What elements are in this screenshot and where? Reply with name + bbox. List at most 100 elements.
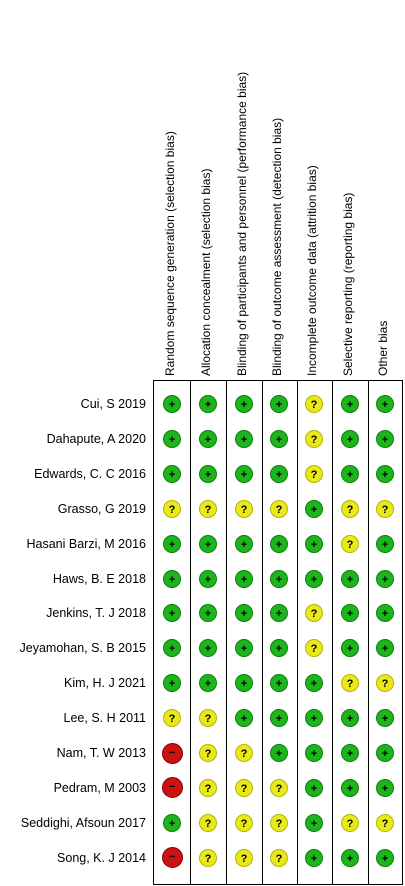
judgement-unclear-icon: ? xyxy=(341,813,359,832)
judgement-unclear-icon: ? xyxy=(305,464,323,483)
domain-label: Blinding of participants and personnel (… xyxy=(235,0,269,378)
judgement-unclear-icon: ? xyxy=(341,499,359,518)
judgement-low-icon: + xyxy=(163,569,181,588)
study-label: Jenkins, T. J 2018 xyxy=(46,606,146,621)
judgement-low-icon: + xyxy=(376,604,394,623)
judgement-low-icon: + xyxy=(305,744,323,762)
judgement-unclear-icon: ? xyxy=(199,744,217,762)
domain-label-text: Blinding of participants and personnel (… xyxy=(235,71,249,376)
domain-label-text: Other bias xyxy=(376,320,390,376)
judgement-low-icon: + xyxy=(305,569,323,588)
judgement-low-icon: + xyxy=(235,604,253,623)
judgement-low-icon: + xyxy=(341,395,359,413)
grid-divider xyxy=(190,380,191,885)
judgement-low-icon: + xyxy=(163,639,181,658)
judgement-low-icon: + xyxy=(270,709,288,728)
judgement-unclear-icon: ? xyxy=(305,639,323,658)
judgement-low-icon: + xyxy=(305,499,323,518)
judgement-low-icon: + xyxy=(305,848,323,867)
judgement-low-icon: + xyxy=(270,674,288,693)
domain-label-text: Selective reporting (reporting bias) xyxy=(341,192,355,376)
judgement-low-icon: + xyxy=(341,848,359,867)
judgement-low-icon: + xyxy=(163,395,181,413)
judgement-unclear-icon: ? xyxy=(376,674,394,693)
study-label: Jeyamohan, S. B 2015 xyxy=(19,641,146,656)
judgement-unclear-icon: ? xyxy=(270,778,288,797)
judgement-low-icon: + xyxy=(376,429,394,448)
judgement-low-icon: + xyxy=(235,639,253,658)
judgement-low-icon: + xyxy=(305,778,323,797)
judgement-low-icon: + xyxy=(270,569,288,588)
judgement-unclear-icon: ? xyxy=(341,534,359,553)
judgement-low-icon: + xyxy=(235,429,253,448)
domain-label: Other bias xyxy=(376,0,405,378)
study-label: Lee, S. H 2011 xyxy=(63,711,146,726)
judgement-low-icon: + xyxy=(270,464,288,483)
judgement-unclear-icon: ? xyxy=(235,778,253,797)
domain-label: Random sequence generation (selection bi… xyxy=(163,0,197,378)
grid-divider xyxy=(226,380,227,885)
judgement-low-icon: + xyxy=(270,639,288,658)
study-label: Nam, T. W 2013 xyxy=(56,746,146,760)
judgement-unclear-icon: ? xyxy=(199,709,217,728)
judgement-unclear-icon: ? xyxy=(270,848,288,867)
judgement-low-icon: + xyxy=(235,709,253,728)
judgement-high-icon: − xyxy=(161,847,183,869)
domain-label: Blinding of outcome assessment (detectio… xyxy=(270,0,304,378)
domain-label-text: Blinding of outcome assessment (detectio… xyxy=(270,117,284,376)
judgement-unclear-icon: ? xyxy=(235,744,253,762)
judgement-low-icon: + xyxy=(235,395,253,413)
judgement-low-icon: + xyxy=(270,604,288,623)
judgement-low-icon: + xyxy=(305,534,323,553)
judgement-unclear-icon: ? xyxy=(199,499,217,518)
grid-divider xyxy=(297,380,298,885)
judgement-low-icon: + xyxy=(376,709,394,728)
grid-divider xyxy=(368,380,369,885)
judgement-unclear-icon: ? xyxy=(305,395,323,413)
judgement-low-icon: + xyxy=(199,604,217,623)
judgement-low-icon: + xyxy=(341,744,359,762)
judgement-low-icon: + xyxy=(376,848,394,867)
study-label: Pedram, M 2003 xyxy=(53,780,146,795)
judgement-low-icon: + xyxy=(270,429,288,448)
judgement-low-icon: + xyxy=(341,429,359,448)
judgement-low-icon: + xyxy=(163,534,181,553)
judgement-low-icon: + xyxy=(341,778,359,797)
judgement-low-icon: + xyxy=(199,674,217,693)
judgement-low-icon: + xyxy=(199,569,217,588)
domain-label: Allocation concealment (selection bias) xyxy=(199,0,233,378)
judgement-low-icon: + xyxy=(235,534,253,553)
study-label: Cui, S 2019 xyxy=(80,397,146,411)
judgement-low-icon: + xyxy=(376,778,394,797)
judgement-unclear-icon: ? xyxy=(163,499,181,518)
judgement-unclear-icon: ? xyxy=(376,813,394,832)
judgement-low-icon: + xyxy=(199,639,217,658)
judgement-high-icon: − xyxy=(161,742,183,764)
study-label: Seddighi, Afsoun 2017 xyxy=(20,815,146,830)
domain-label: Incomplete outcome data (attrition bias) xyxy=(305,0,339,378)
grid-divider xyxy=(262,380,263,885)
judgement-low-icon: + xyxy=(305,709,323,728)
judgement-low-icon: + xyxy=(341,709,359,728)
judgement-low-icon: + xyxy=(305,813,323,832)
domain-label-text: Incomplete outcome data (attrition bias) xyxy=(305,165,319,376)
domain-label: Selective reporting (reporting bias) xyxy=(341,0,375,378)
judgement-unclear-icon: ? xyxy=(305,604,323,623)
judgement-unclear-icon: ? xyxy=(235,848,253,867)
domain-label-text: Random sequence generation (selection bi… xyxy=(163,131,177,376)
judgement-unclear-icon: ? xyxy=(270,499,288,518)
judgement-unclear-icon: ? xyxy=(305,429,323,448)
judgement-unclear-icon: ? xyxy=(376,499,394,518)
judgement-low-icon: + xyxy=(305,674,323,693)
study-label: Kim, H. J 2021 xyxy=(64,676,146,691)
study-label: Haws, B. E 2018 xyxy=(52,571,146,586)
judgement-low-icon: + xyxy=(163,429,181,448)
study-label: Dahapute, A 2020 xyxy=(46,431,146,446)
judgement-low-icon: + xyxy=(199,429,217,448)
judgement-low-icon: + xyxy=(376,639,394,658)
judgement-low-icon: + xyxy=(235,464,253,483)
judgement-low-icon: + xyxy=(270,395,288,413)
study-label: Hasani Barzi, M 2016 xyxy=(26,536,146,551)
study-label: Edwards, C. C 2016 xyxy=(34,466,146,481)
judgement-unclear-icon: ? xyxy=(199,813,217,832)
